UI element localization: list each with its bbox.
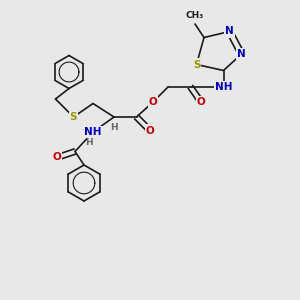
Text: NH: NH	[84, 127, 102, 137]
Text: S: S	[70, 112, 77, 122]
Text: O: O	[146, 125, 154, 136]
Text: H: H	[85, 138, 92, 147]
Text: N: N	[237, 49, 246, 59]
Text: S: S	[193, 59, 200, 70]
Text: O: O	[196, 97, 206, 107]
Text: O: O	[52, 152, 62, 163]
Text: O: O	[148, 97, 158, 107]
Text: H: H	[110, 123, 118, 132]
Text: NH: NH	[215, 82, 232, 92]
Text: CH₃: CH₃	[186, 11, 204, 20]
Text: N: N	[225, 26, 234, 37]
